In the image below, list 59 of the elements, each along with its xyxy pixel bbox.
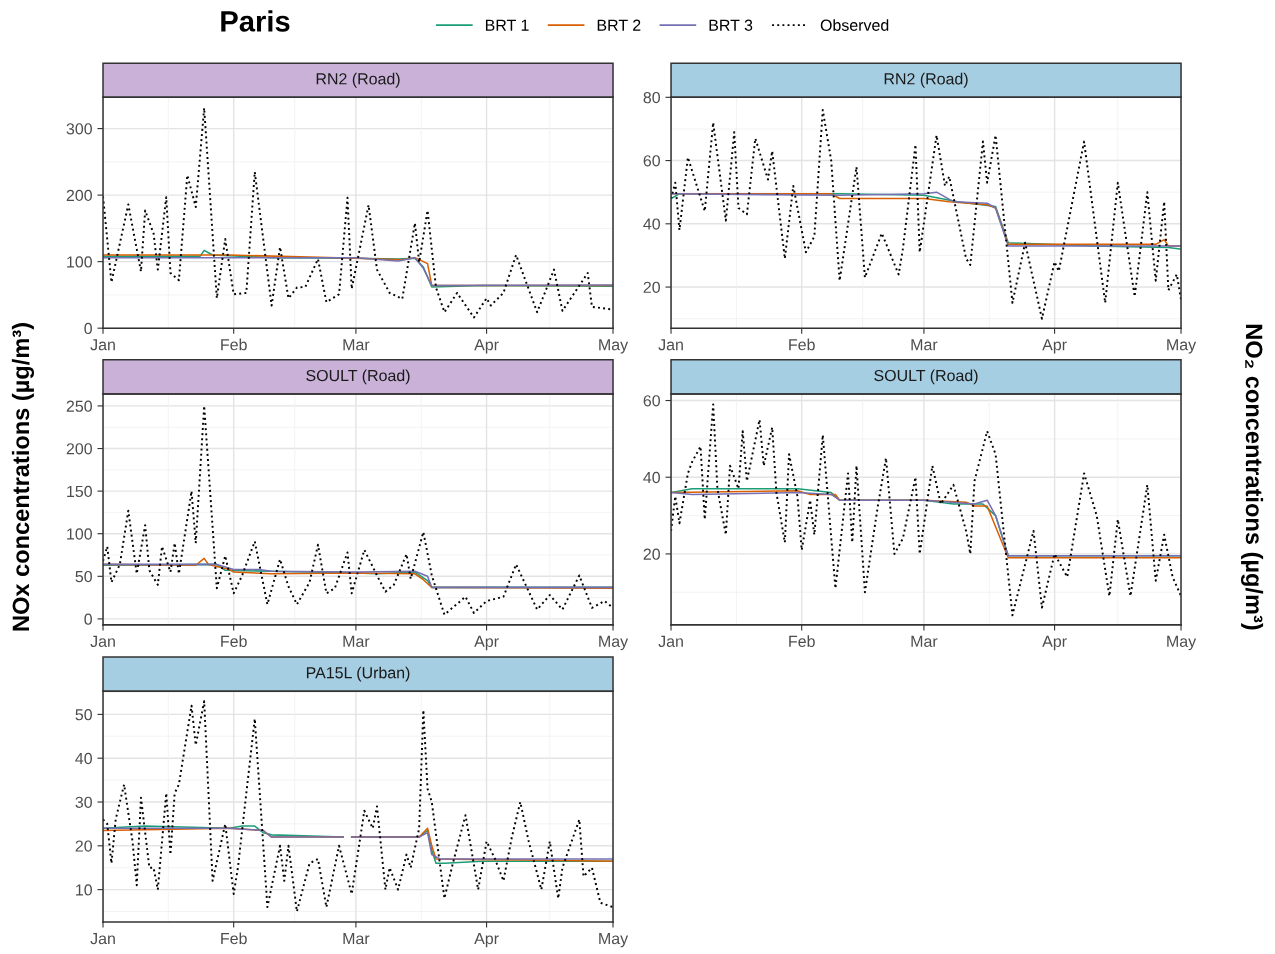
x-tick-label: Jan: [658, 339, 683, 351]
legend-label: BRT 3: [709, 19, 753, 31]
y-axis-title: NOx concentrations (µg/m³): [11, 323, 35, 631]
y-tick-label: 40: [643, 218, 660, 230]
y-tick-label: 200: [66, 443, 92, 455]
y-tick-label: 20: [643, 548, 660, 560]
x-tick-label: Jan: [658, 635, 683, 648]
y-tick-label: 0: [84, 613, 92, 625]
x-tick-label: Jan: [90, 339, 115, 351]
x-tick-label: Apr: [474, 339, 499, 354]
chart-title: SOULT (Road): [874, 369, 978, 385]
x-tick-label: Jan: [90, 933, 115, 945]
x-tick-label: May: [599, 933, 629, 948]
x-tick-label: Feb: [789, 338, 815, 351]
x-tick-label: Feb: [221, 338, 247, 351]
text: Paris: [221, 10, 290, 32]
x-tick-label: Apr: [1042, 635, 1067, 651]
y-tick-label: 250: [66, 400, 92, 412]
x-tick-label: Feb: [789, 635, 815, 648]
y-tick-label: 50: [75, 709, 92, 721]
chart-title: PA15L (Urban): [306, 666, 410, 682]
legend-label: Observed: [820, 19, 889, 31]
x-tick-label: May: [599, 339, 629, 354]
y-tick-label: 50: [75, 570, 92, 583]
x-tick-label: May: [599, 635, 629, 651]
x-tick-label: Mar: [911, 635, 938, 648]
y-tick-label: 40: [643, 471, 660, 484]
y-tick-label: 30: [75, 796, 92, 808]
y-tick-label: 300: [66, 123, 92, 135]
y-tick-label: 100: [67, 528, 92, 540]
y-axis-title: NO₂ concentrations (µg/m³): [1240, 324, 1264, 630]
legend-label: BRT 1: [485, 19, 529, 31]
y-tick-label: 200: [66, 189, 92, 202]
legend-label: BRT 2: [597, 19, 641, 31]
chart-title: RN2 (Road): [316, 72, 400, 88]
y-tick-label: 60: [643, 395, 660, 407]
x-tick-label: Apr: [1042, 339, 1067, 354]
x-tick-label: May: [1167, 635, 1197, 651]
y-tick-label: 60: [643, 155, 660, 167]
x-tick-label: Mar: [343, 635, 370, 648]
x-tick-label: Apr: [474, 933, 499, 948]
x-tick-label: May: [1167, 339, 1197, 354]
x-tick-label: Mar: [343, 933, 370, 945]
y-tick-label: 80: [643, 91, 660, 104]
x-tick-label: Mar: [343, 339, 370, 351]
y-tick-label: 20: [75, 840, 92, 852]
x-tick-label: Feb: [221, 932, 247, 945]
y-tick-label: 40: [75, 752, 92, 765]
x-tick-label: Mar: [911, 339, 938, 351]
x-tick-label: Jan: [90, 635, 115, 648]
chart-title: RN2 (Road): [884, 72, 968, 88]
x-tick-label: Apr: [474, 635, 499, 651]
y-tick-label: 10: [76, 884, 92, 896]
y-tick-label: 0: [84, 322, 92, 335]
chart-title: SOULT (Road): [306, 369, 410, 385]
y-tick-label: 100: [67, 256, 92, 268]
x-tick-label: Feb: [221, 635, 247, 648]
y-tick-label: 150: [67, 485, 92, 498]
y-tick-label: 20: [643, 281, 660, 294]
